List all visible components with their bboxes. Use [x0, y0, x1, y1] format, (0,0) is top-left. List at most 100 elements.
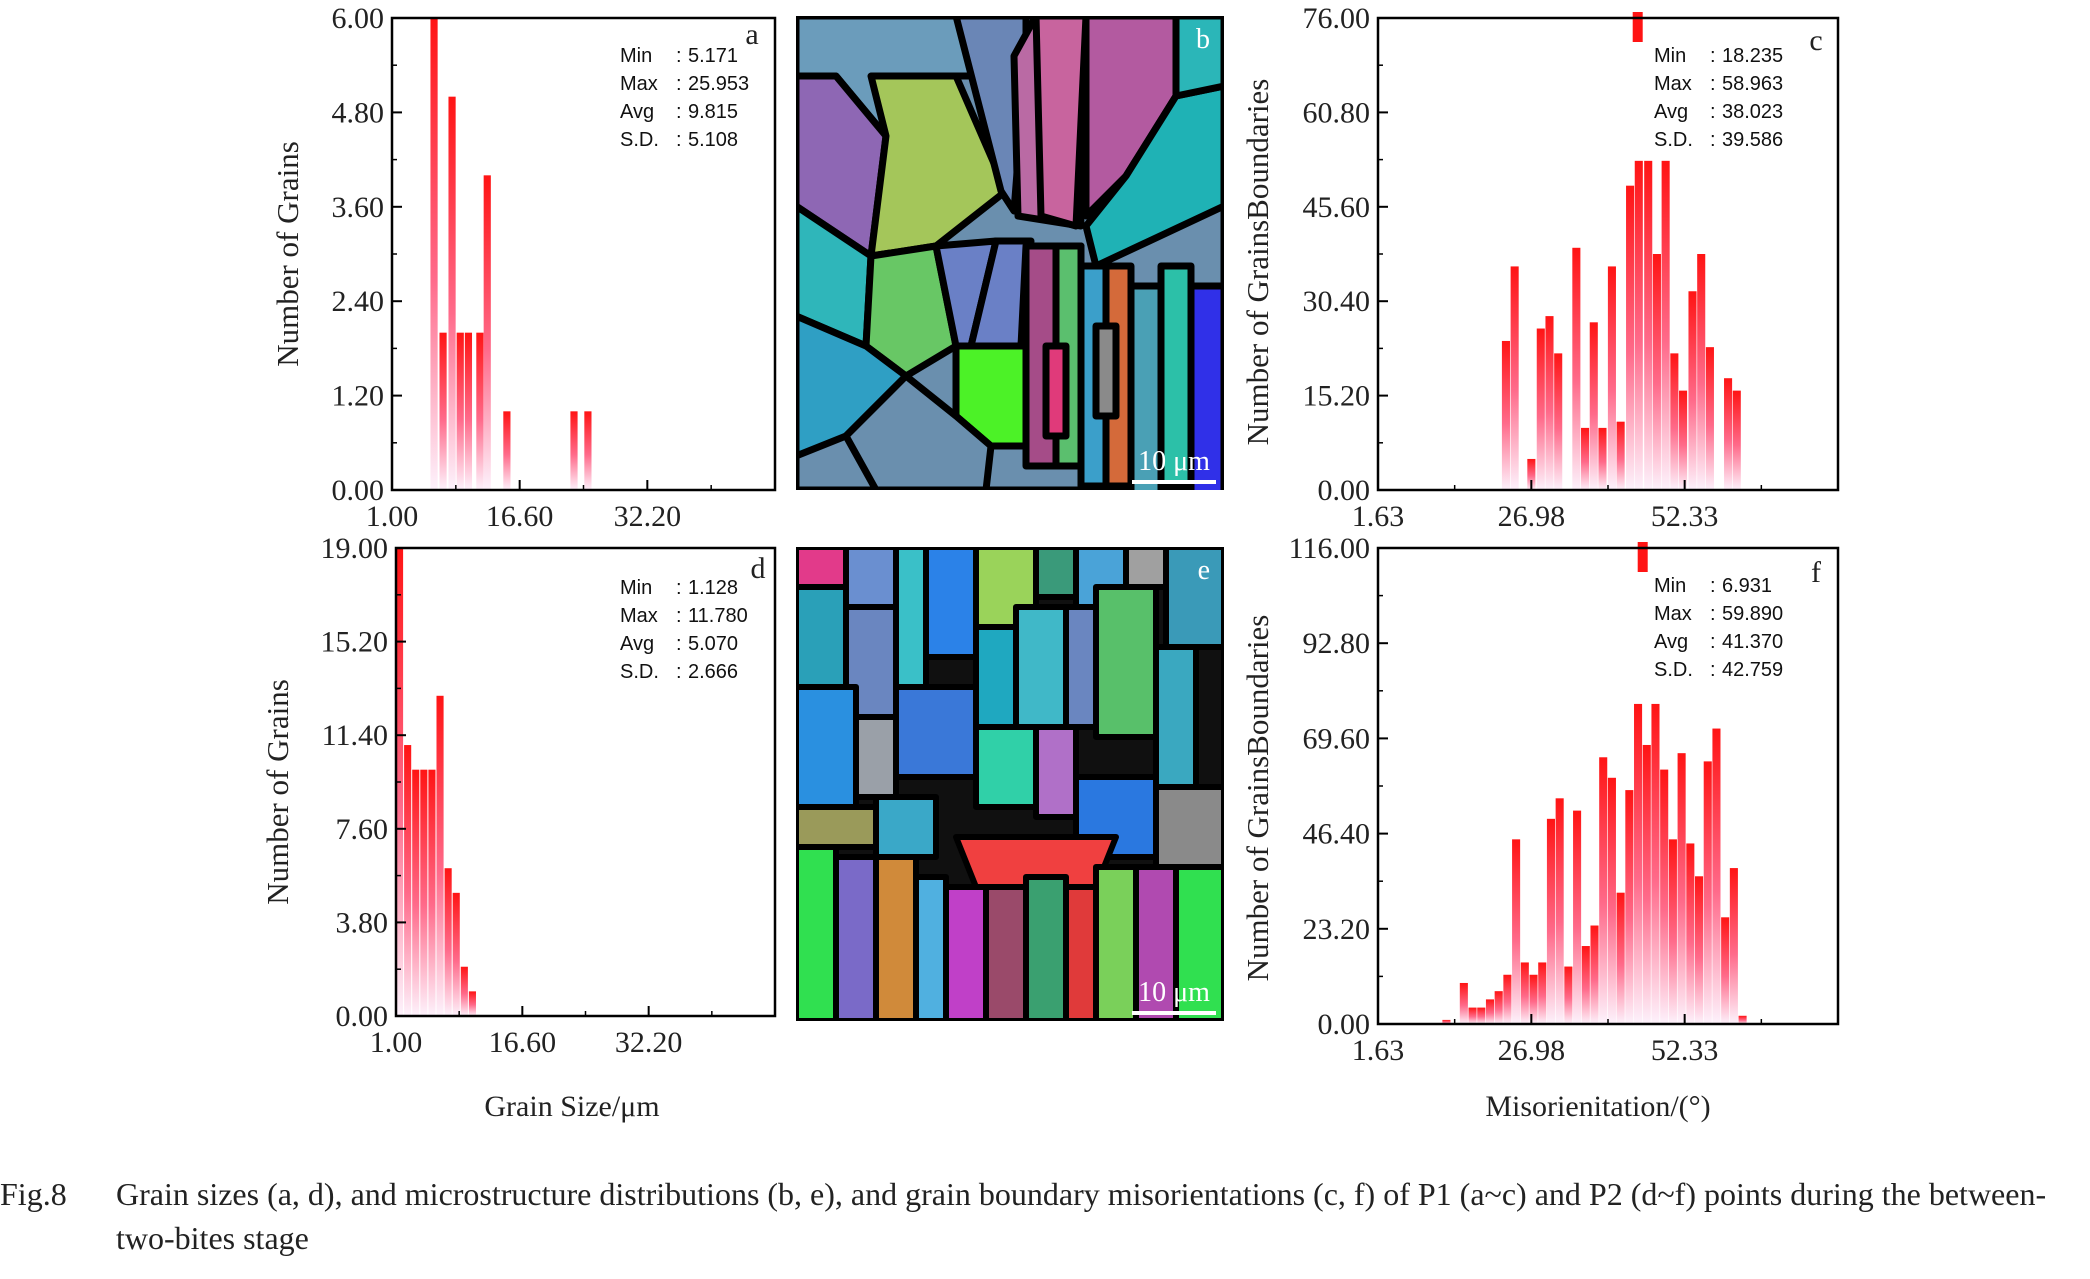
xtick-a-1: 16.60 [486, 500, 554, 533]
bar-a-7 [503, 411, 511, 490]
bar-f-14 [1573, 810, 1582, 1024]
ytick-d-2: 7.60 [336, 813, 389, 846]
bar-f-28 [1695, 876, 1704, 1024]
bar-a-8 [570, 411, 578, 490]
ytick-a-5: 6.00 [332, 2, 385, 35]
stat-colon-f-0: : [1710, 575, 1716, 597]
stat-colon-c-2: : [1710, 101, 1716, 123]
bar-f-25 [1668, 839, 1677, 1024]
stat-colon-f-1: : [1710, 603, 1716, 625]
xtick-d-2: 32.20 [615, 1026, 683, 1059]
bar-c-1 [1510, 266, 1519, 490]
micrograph-e-panel-letter: e [1198, 555, 1210, 586]
caption-text: Grain sizes (a, d), and microstructure d… [116, 1176, 2047, 1256]
bar-a-9 [584, 411, 592, 490]
ytick-d-0: 0.00 [336, 1000, 389, 1033]
ytick-d-5: 19.00 [321, 532, 389, 565]
bar-c-2 [1527, 458, 1536, 490]
stat-label-a-1: Max [620, 73, 658, 95]
bar-d-1 [404, 745, 412, 1016]
bar-f-22 [1642, 744, 1651, 1024]
ytick-c-3: 45.60 [1303, 191, 1371, 224]
micrograph-b-panel-letter: b [1196, 24, 1210, 55]
ytick-c-2: 30.40 [1303, 285, 1371, 318]
bar-f-13 [1564, 966, 1573, 1024]
bar-f-18 [1607, 777, 1616, 1024]
stat-value-f-2: 41.370 [1722, 631, 1783, 653]
bar-c-13 [1634, 160, 1643, 490]
bar-f-21 [1634, 703, 1643, 1024]
stat-value-d-3: 2.666 [688, 661, 738, 683]
bar-f-11 [1546, 818, 1555, 1024]
grain-size-xlabel: Grain Size/μm [484, 1090, 659, 1123]
caption-label: Fig.8 [0, 1176, 67, 1212]
stat-colon-a-2: : [676, 101, 682, 123]
ytick-f-2: 46.40 [1303, 818, 1371, 851]
ytick-c-5: 76.00 [1303, 2, 1371, 35]
chart-d: 0.00 3.80 7.60 11.40 15.20 19.00 1.00 16.60 32.2… [260, 532, 777, 1059]
bar-d-7 [452, 892, 460, 1016]
bar-c-18 [1679, 390, 1688, 490]
bar-f-3 [1477, 1007, 1486, 1024]
bar-c-16 [1661, 160, 1670, 490]
bar-f-8 [1520, 962, 1529, 1024]
stat-colon-c-3: : [1710, 129, 1716, 151]
bar-c-19 [1688, 291, 1697, 490]
bar-d-9 [468, 991, 476, 1016]
stat-colon-d-3: : [676, 661, 682, 683]
ytick-a-4: 4.80 [332, 96, 385, 129]
xtick-c-0: 1.63 [1352, 500, 1405, 533]
ytick-c-4: 60.80 [1303, 96, 1371, 129]
bar-c-20 [1697, 254, 1706, 490]
bar-c-10 [1607, 266, 1616, 490]
stat-colon-a-1: : [676, 73, 682, 95]
stat-value-d-2: 5.070 [688, 633, 738, 655]
xtick-d-1: 16.60 [489, 1026, 557, 1059]
stat-label-d-3: S.D. [620, 661, 659, 683]
bar-d-8 [460, 966, 468, 1016]
micrograph-e: e 10 μm [796, 547, 1224, 1021]
stat-colon-a-3: : [676, 129, 682, 151]
micrograph-e-scale-label: 10 μm [1138, 977, 1210, 1008]
bar-f-19 [1616, 892, 1625, 1024]
bar-d-3 [420, 769, 428, 1016]
bar-c-9 [1598, 427, 1607, 490]
bar-f-27 [1686, 843, 1695, 1024]
ylabel-d: Number of Grains [260, 679, 295, 905]
stat-value-a-3: 5.108 [688, 129, 738, 151]
bar-a-1 [439, 332, 447, 490]
ytick-f-4: 92.80 [1303, 627, 1371, 660]
micrograph-b-scale-label: 10 μm [1138, 446, 1210, 477]
bar-f-29 [1703, 761, 1712, 1024]
stat-label-f-3: S.D. [1654, 659, 1693, 681]
bar-a-5 [476, 332, 484, 490]
ytick-a-0: 0.00 [332, 474, 385, 507]
stat-colon-d-1: : [676, 605, 682, 627]
stat-value-c-1: 58.963 [1722, 73, 1783, 95]
stat-label-a-0: Min [620, 45, 652, 67]
bar-c-5 [1554, 353, 1563, 490]
stat-colon-c-1: : [1710, 73, 1716, 95]
bar-a-4 [464, 332, 473, 490]
ytick-c-1: 15.20 [1303, 380, 1371, 413]
bar-c-22 [1724, 378, 1733, 490]
bar-f-4 [1485, 999, 1495, 1024]
stat-label-c-2: Avg [1654, 101, 1688, 123]
bar-c-4 [1545, 316, 1554, 490]
ytick-d-4: 15.20 [321, 626, 389, 659]
ytick-c-0: 0.00 [1318, 474, 1371, 507]
bar-c-7 [1581, 427, 1590, 490]
ytick-a-1: 1.20 [332, 380, 385, 413]
bar-f-24 [1660, 769, 1669, 1024]
bar-f-9 [1529, 974, 1538, 1024]
stat-label-d-2: Avg [620, 633, 654, 655]
stat-label-c-0: Min [1654, 45, 1686, 67]
ytick-d-3: 11.40 [322, 719, 388, 752]
misorientation-xlabel: Misorienitation/(°) [1485, 1090, 1710, 1123]
bar-d-4 [428, 769, 436, 1016]
stat-colon-d-0: : [676, 577, 682, 599]
chart-f: 0.00 23.20 46.40 69.60 92.80 116.00 1.63 26.98 5… [1240, 532, 1840, 1067]
bar-c-0 [1501, 340, 1510, 490]
bar-c-23 [1732, 390, 1741, 490]
xtick-a-2: 32.20 [614, 500, 682, 533]
